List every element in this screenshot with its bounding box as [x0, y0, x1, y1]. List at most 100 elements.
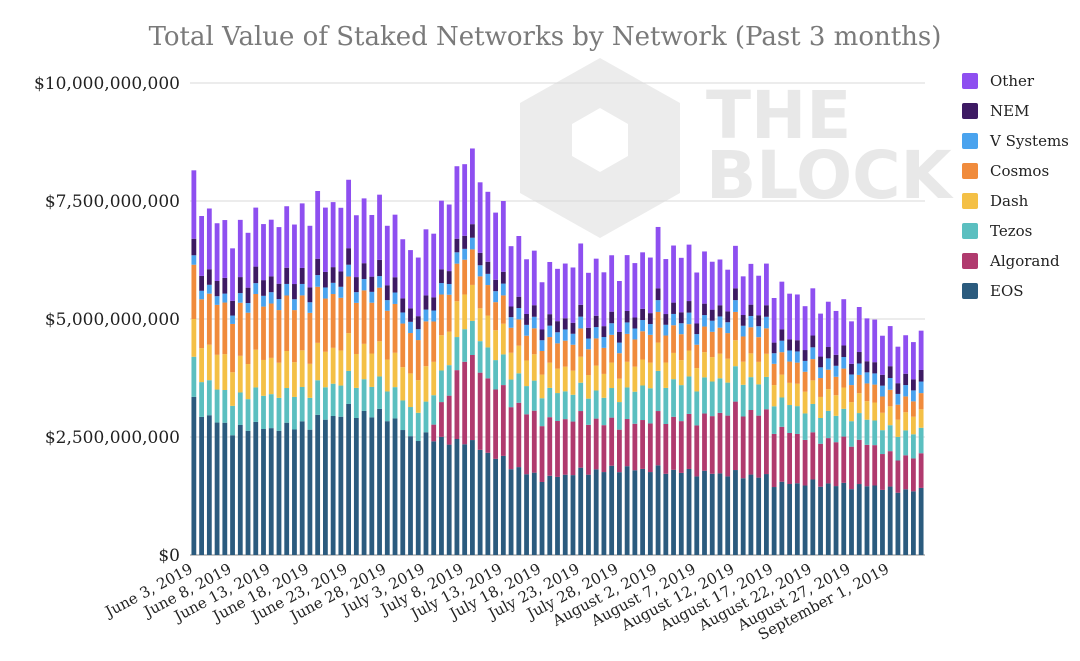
bar-eos	[539, 481, 545, 555]
bar-dash	[640, 359, 646, 386]
bar-algorand	[725, 415, 731, 477]
bar-dash	[671, 352, 676, 380]
bar-nem	[531, 305, 537, 317]
bar-eos	[671, 469, 676, 555]
bar-nem	[253, 266, 259, 284]
bar-dash	[524, 360, 529, 387]
bar-dash	[794, 383, 800, 407]
bar-dash	[377, 341, 382, 377]
legend-swatch-nem	[962, 103, 978, 119]
bar-tezos	[686, 376, 692, 414]
bar-eos	[516, 467, 522, 555]
bar-cosmos	[856, 374, 862, 394]
bar-nem	[856, 352, 862, 364]
bar-dash	[330, 347, 336, 384]
bar-dash	[454, 301, 460, 338]
bar-nem	[392, 277, 398, 293]
bar-v-systems	[756, 326, 762, 338]
bar-eos	[547, 475, 553, 555]
bar-cosmos	[485, 285, 491, 316]
chart-title: Total Value of Staked Networks by Networ…	[149, 22, 942, 52]
bar-nem	[384, 285, 390, 301]
bar-v-systems	[787, 350, 793, 362]
bar-tezos	[524, 386, 529, 415]
bar-cosmos	[787, 361, 793, 383]
legend-label-other: Other	[990, 72, 1035, 90]
bar-other	[338, 207, 344, 272]
bar-dash	[323, 351, 328, 388]
bar-dash	[802, 391, 808, 414]
bar-v-systems	[887, 378, 893, 390]
watermark-text-line2: BLOCK	[706, 137, 955, 214]
bar-dash	[895, 419, 901, 437]
bar-other	[570, 267, 576, 323]
bar-v-systems	[439, 283, 444, 295]
bar-v-systems	[276, 299, 282, 311]
bar-dash	[245, 364, 251, 400]
bar-algorand	[663, 424, 669, 474]
bar-dash	[624, 361, 630, 388]
bar-tezos	[408, 407, 413, 437]
bar-nem	[771, 342, 777, 354]
bar-other	[593, 258, 599, 316]
bar-eos	[702, 470, 707, 555]
bar-cosmos	[570, 344, 576, 371]
bar-dash	[516, 345, 522, 374]
bar-nem	[802, 350, 808, 361]
bar-algorand	[439, 402, 444, 437]
bar-cosmos	[292, 310, 297, 363]
bar-v-systems	[315, 275, 321, 287]
bar-tezos	[802, 413, 808, 440]
bar-eos	[431, 441, 437, 555]
bar-tezos	[849, 421, 854, 447]
bar-v-systems	[794, 351, 800, 363]
bar-other	[655, 226, 661, 289]
bar-eos	[454, 439, 460, 555]
bar-tezos	[292, 396, 297, 430]
bar-cosmos	[647, 334, 653, 363]
bar-algorand	[477, 372, 483, 450]
bar-eos	[663, 473, 669, 555]
bar-nem	[500, 271, 506, 284]
bar-cosmos	[725, 333, 731, 359]
bar-nem	[609, 311, 615, 324]
bar-eos	[315, 414, 321, 555]
bar-nem	[601, 326, 607, 338]
bar-algorand	[709, 416, 715, 474]
legend-label-algorand: Algorand	[989, 252, 1060, 270]
bar-eos	[771, 487, 777, 555]
bar-v-systems	[818, 367, 823, 379]
bar-eos	[199, 416, 205, 555]
bar-other	[206, 208, 212, 270]
bar-eos	[609, 465, 615, 555]
y-axis-tick-labels: $0 $2,500,000,000 $5,000,000,000 $7,500,000…	[34, 74, 180, 566]
legend-label-nem: NEM	[990, 102, 1029, 120]
bar-tezos	[346, 370, 352, 404]
bar-nem	[315, 258, 321, 276]
bar-v-systems	[856, 363, 862, 375]
bar-v-systems	[748, 315, 754, 328]
bar-cosmos	[377, 287, 382, 342]
bar-nem	[864, 361, 870, 373]
bar-cosmos	[369, 302, 375, 354]
bar-algorand	[539, 426, 545, 482]
bar-nem	[903, 373, 909, 386]
bar-eos	[299, 421, 305, 555]
bar-tezos	[709, 381, 715, 417]
bar-other	[408, 250, 413, 309]
bar-other	[601, 272, 607, 327]
bar-tezos	[825, 410, 831, 439]
bar-v-systems	[323, 287, 328, 299]
bar-tezos	[895, 436, 901, 461]
bar-other	[872, 319, 878, 363]
bar-tezos	[833, 415, 839, 443]
bar-tezos	[887, 425, 893, 452]
bar-algorand	[462, 361, 468, 445]
bar-nem	[678, 312, 684, 324]
bar-algorand	[794, 433, 800, 484]
bar-tezos	[740, 384, 746, 417]
bar-eos	[292, 429, 297, 555]
bar-dash	[771, 385, 777, 407]
bar-eos	[586, 474, 591, 555]
bar-cosmos	[462, 259, 468, 295]
